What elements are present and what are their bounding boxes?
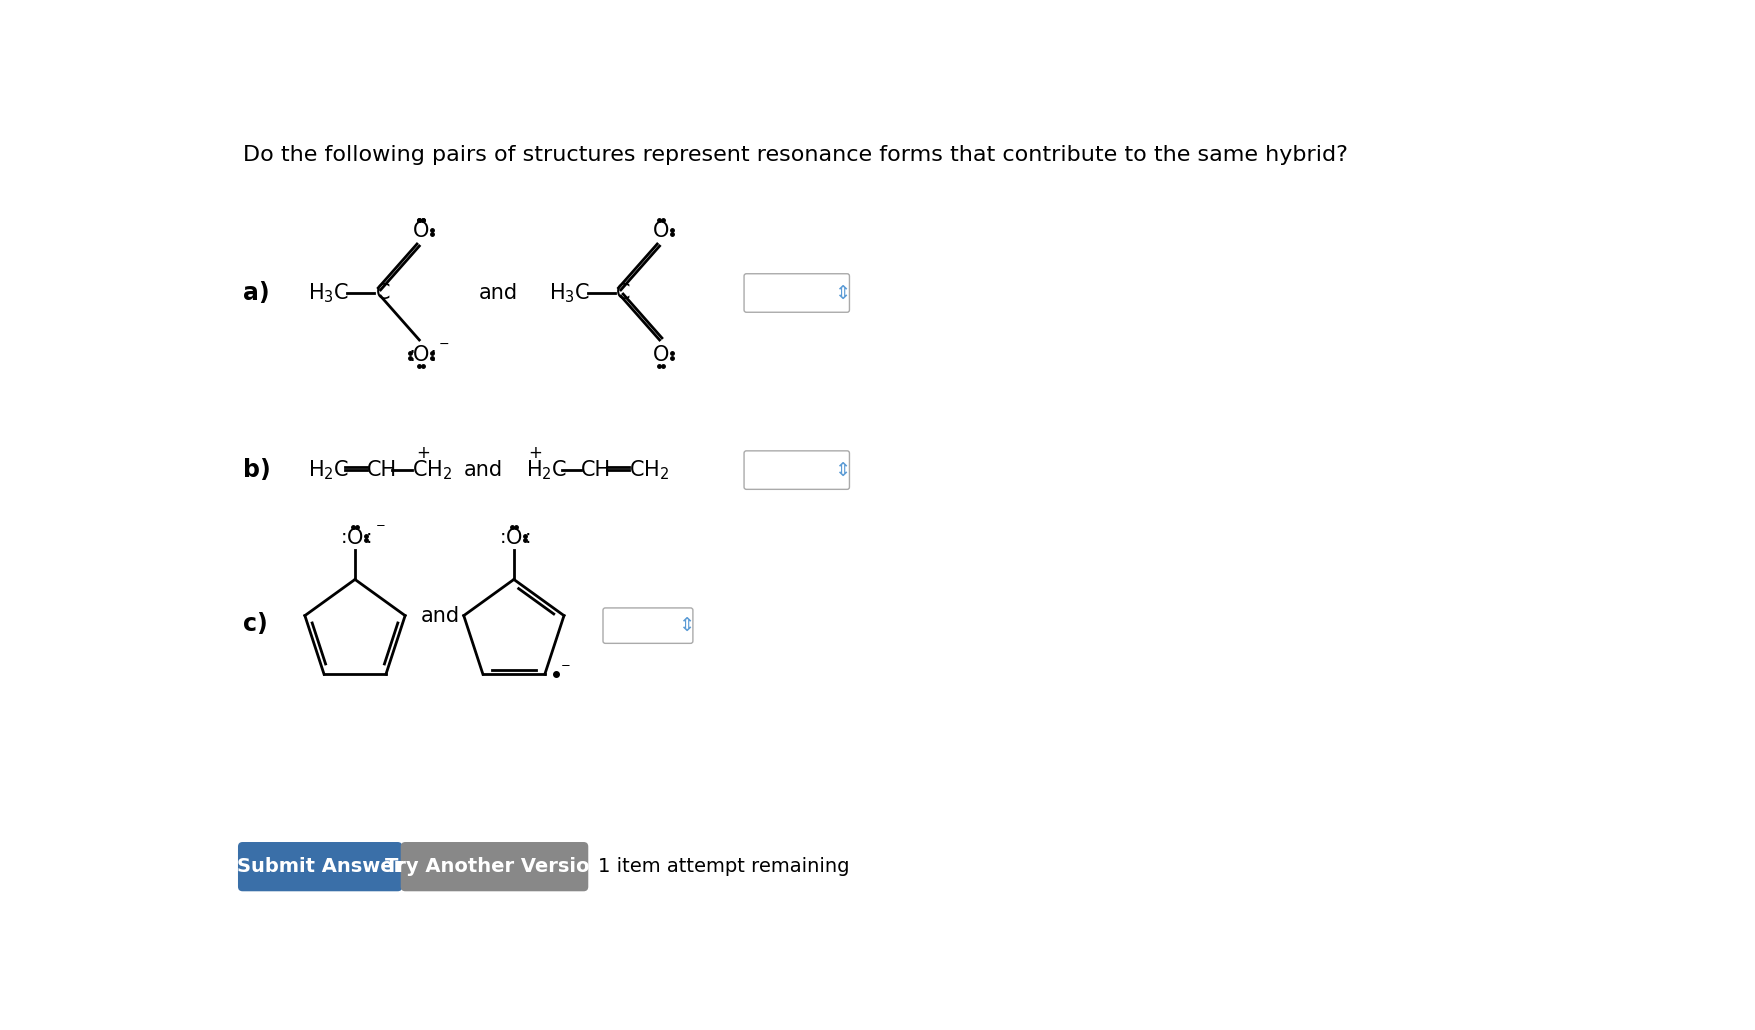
Text: :: : bbox=[430, 345, 437, 366]
Text: O: O bbox=[412, 345, 428, 366]
Text: +: + bbox=[416, 444, 430, 462]
FancyBboxPatch shape bbox=[400, 842, 588, 891]
Text: O: O bbox=[653, 345, 669, 366]
Text: Submit Answer: Submit Answer bbox=[237, 857, 404, 877]
Text: $\mathregular{H_2C}$: $\mathregular{H_2C}$ bbox=[525, 458, 567, 482]
Text: :: : bbox=[365, 528, 372, 547]
Text: CH: CH bbox=[581, 460, 611, 480]
Text: :: : bbox=[525, 528, 532, 547]
Text: O: O bbox=[412, 220, 428, 241]
Text: +: + bbox=[528, 444, 542, 462]
Text: :: : bbox=[409, 345, 416, 366]
Text: O: O bbox=[347, 527, 363, 548]
Text: and: and bbox=[463, 460, 502, 480]
Text: C: C bbox=[616, 283, 630, 303]
Text: $^{-}$: $^{-}$ bbox=[376, 521, 386, 539]
Text: and: and bbox=[421, 607, 460, 626]
Text: $\mathregular{H_3C}$: $\mathregular{H_3C}$ bbox=[309, 281, 349, 305]
Text: 1 item attempt remaining: 1 item attempt remaining bbox=[597, 857, 849, 877]
Text: O: O bbox=[505, 527, 521, 548]
FancyBboxPatch shape bbox=[239, 842, 402, 891]
FancyBboxPatch shape bbox=[744, 274, 849, 312]
Text: Do the following pairs of structures represent resonance forms that contribute t: Do the following pairs of structures rep… bbox=[242, 145, 1348, 165]
Text: C: C bbox=[376, 283, 390, 303]
Text: c): c) bbox=[242, 612, 267, 637]
Text: ⇕: ⇕ bbox=[677, 616, 695, 636]
Text: $^{-}$: $^{-}$ bbox=[560, 660, 570, 679]
Text: ⇕: ⇕ bbox=[834, 283, 851, 303]
Text: Try Another Version: Try Another Version bbox=[386, 857, 604, 877]
FancyBboxPatch shape bbox=[744, 451, 849, 489]
Text: a): a) bbox=[242, 281, 269, 305]
Text: :: : bbox=[340, 528, 347, 547]
Text: $^{-}$: $^{-}$ bbox=[439, 340, 449, 358]
Text: $\mathregular{CH_2}$: $\mathregular{CH_2}$ bbox=[412, 458, 453, 482]
Text: b): b) bbox=[242, 458, 270, 482]
Text: :: : bbox=[500, 528, 505, 547]
Text: $\mathregular{CH_2}$: $\mathregular{CH_2}$ bbox=[628, 458, 669, 482]
Text: O: O bbox=[653, 220, 669, 241]
Text: ⇕: ⇕ bbox=[834, 460, 851, 480]
FancyBboxPatch shape bbox=[604, 608, 693, 644]
Text: $\mathregular{H_3C}$: $\mathregular{H_3C}$ bbox=[549, 281, 590, 305]
Text: CH: CH bbox=[367, 460, 397, 480]
Text: and: and bbox=[479, 283, 518, 303]
Text: $\mathregular{H_2C}$: $\mathregular{H_2C}$ bbox=[309, 458, 349, 482]
